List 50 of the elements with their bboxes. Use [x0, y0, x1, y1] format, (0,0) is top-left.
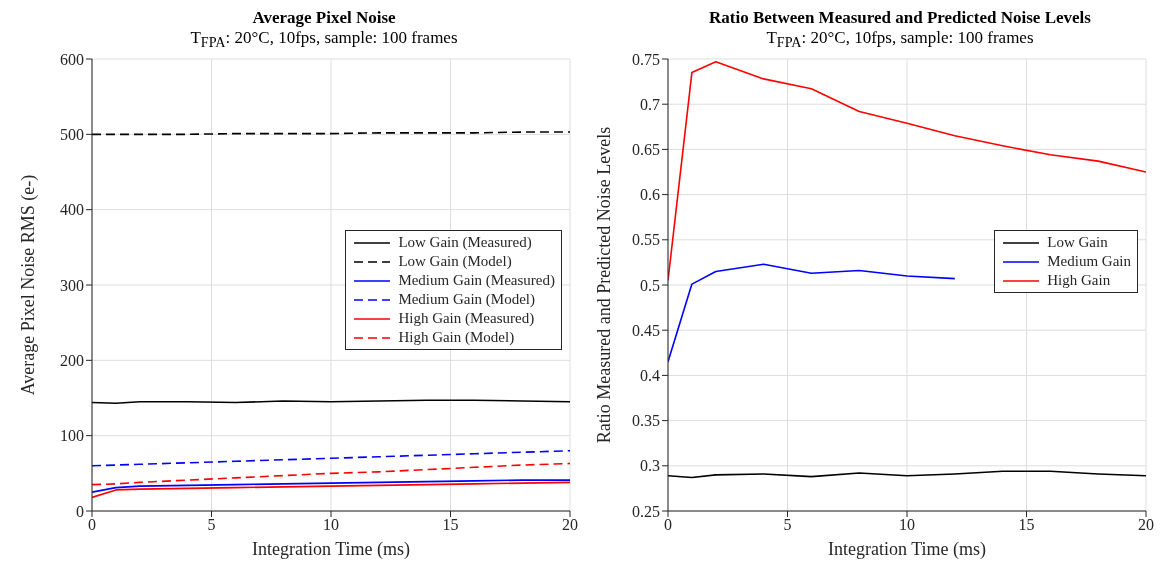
y-tick-label: 0.55 [632, 231, 660, 249]
x-tick-label: 10 [323, 516, 339, 534]
legend-label: Medium Gain [1047, 252, 1131, 271]
x-tick-label: 15 [442, 516, 459, 534]
line-series [668, 470, 1146, 479]
y-tick-label: 0.6 [640, 186, 660, 204]
x-tick-label: 0 [664, 516, 672, 534]
y-tick-label: 0.65 [632, 141, 660, 159]
x-tick-label: 5 [207, 516, 216, 534]
y-tick-label: 0.5 [640, 277, 660, 295]
y-tick-label: 0.45 [632, 322, 660, 340]
y-tick-label: 500 [60, 126, 84, 144]
legend-label: Medium Gain (Measured) [398, 271, 555, 290]
y-tick-label: 600 [60, 51, 84, 69]
legend-label: Medium Gain (Model) [398, 290, 536, 309]
chart-subtitle: T$_{FPA}$: 20°C, 10fps, sample: 100 frames [189, 28, 459, 52]
line-series [92, 479, 570, 494]
legend-label: Low Gain [1047, 233, 1108, 252]
line-series [92, 481, 570, 499]
y-tick-label: 0.3 [640, 457, 660, 475]
legend-label: High Gain (Model) [398, 328, 515, 347]
y-tick-label: 200 [60, 352, 84, 370]
x-tick-label: 20 [562, 516, 578, 534]
y-tick-label: 300 [60, 277, 84, 295]
x-axis-title: Integration Time (ms) [828, 539, 986, 561]
legend-label: Low Gain (Measured) [398, 233, 532, 252]
y-tick-label: 0 [76, 503, 84, 521]
x-axis-title: Integration Time (ms) [252, 539, 410, 561]
x-tick-label: 0 [88, 516, 96, 534]
y-tick-label: 0.75 [632, 51, 660, 69]
y-tick-label: 0.7 [640, 96, 660, 114]
chart-title: Ratio Between Measured and Predicted Noise Levels [708, 8, 1092, 28]
y-tick-label: 0.25 [632, 503, 660, 521]
x-tick-label: 15 [1018, 516, 1035, 534]
legend-label: Low Gain (Model) [398, 252, 512, 271]
line-series [92, 450, 570, 467]
y-axis-title: Ratio Measured and Predicted Noise Levels [594, 127, 615, 444]
x-tick-label: 10 [899, 516, 915, 534]
y-tick-label: 0.35 [632, 412, 660, 430]
y-tick-label: 400 [60, 201, 84, 219]
line-series [92, 463, 570, 486]
x-tick-label: 20 [1138, 516, 1154, 534]
y-axis-title: Average Pixel Noise RMS (e-) [18, 175, 40, 396]
x-tick-label: 5 [783, 516, 792, 534]
chart-title: Average Pixel Noise [251, 8, 397, 28]
y-tick-label: 0.4 [640, 367, 660, 385]
chart-subtitle: T$_{FPA}$: 20°C, 10fps, sample: 100 frames [765, 28, 1035, 52]
legend-label: High Gain (Measured) [398, 309, 535, 328]
legend-label: High Gain [1047, 271, 1111, 290]
y-tick-label: 100 [60, 427, 84, 445]
